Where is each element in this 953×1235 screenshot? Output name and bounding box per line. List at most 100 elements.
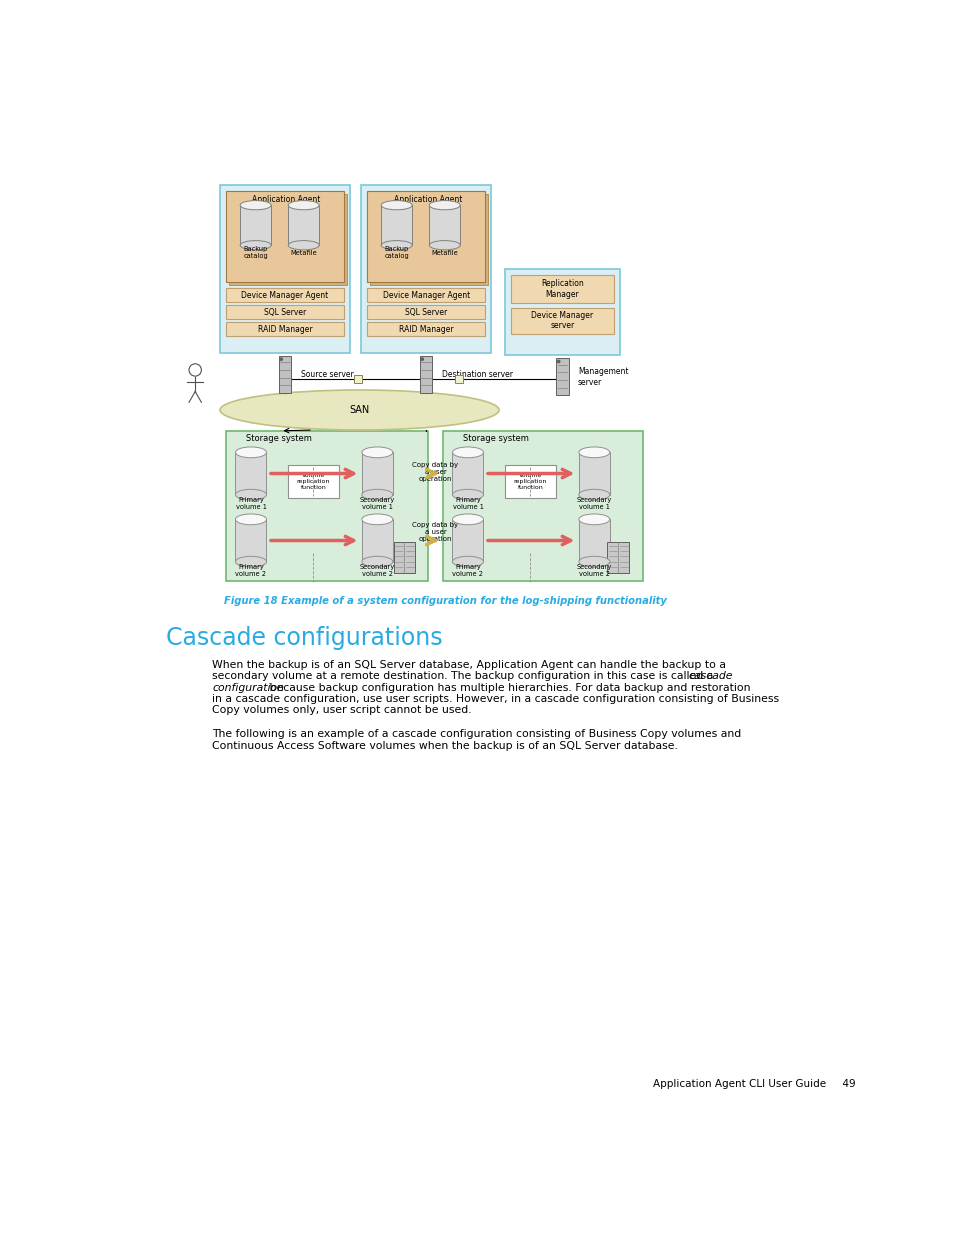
Text: Cascade configurations: Cascade configurations [166, 626, 442, 650]
Circle shape [420, 358, 423, 361]
FancyBboxPatch shape [367, 322, 484, 336]
FancyBboxPatch shape [288, 205, 319, 246]
Text: Source server: Source server [300, 370, 353, 379]
FancyBboxPatch shape [360, 185, 491, 353]
Text: When the backup is of an SQL Server database, Application Agent can handle the b: When the backup is of an SQL Server data… [212, 661, 725, 671]
Text: Continuous Access Software volumes when the backup is of an SQL Server database.: Continuous Access Software volumes when … [212, 741, 678, 751]
Ellipse shape [240, 200, 271, 210]
Text: Secondary
volume 2: Secondary volume 2 [359, 564, 395, 578]
Ellipse shape [429, 241, 459, 249]
Text: Primary
volume 1: Primary volume 1 [452, 498, 483, 510]
Text: Backup
catalog: Backup catalog [243, 247, 268, 259]
Ellipse shape [361, 556, 393, 567]
Text: Primary
volume 1: Primary volume 1 [235, 498, 266, 510]
Ellipse shape [288, 241, 319, 249]
Ellipse shape [235, 556, 266, 567]
FancyBboxPatch shape [578, 452, 609, 495]
Text: Volume
replication
function: Volume replication function [296, 473, 330, 490]
Text: Destination server: Destination server [441, 370, 512, 379]
FancyBboxPatch shape [394, 542, 415, 573]
Ellipse shape [361, 514, 393, 525]
Text: Storage system: Storage system [462, 433, 528, 443]
FancyBboxPatch shape [288, 466, 338, 498]
FancyBboxPatch shape [229, 194, 347, 285]
Text: RAID Manager: RAID Manager [257, 325, 312, 333]
Ellipse shape [578, 514, 609, 525]
FancyBboxPatch shape [556, 358, 568, 395]
FancyBboxPatch shape [367, 191, 484, 282]
FancyBboxPatch shape [511, 308, 613, 333]
Text: Copy volumes only, user script cannot be used.: Copy volumes only, user script cannot be… [212, 705, 472, 715]
Text: SAN: SAN [349, 405, 369, 415]
Ellipse shape [235, 514, 266, 525]
FancyBboxPatch shape [607, 542, 629, 573]
Text: RAID Manager: RAID Manager [398, 325, 453, 333]
Text: Figure 18 Example of a system configuration for the log-shipping functionality: Figure 18 Example of a system configurat… [224, 597, 666, 606]
FancyBboxPatch shape [235, 452, 266, 495]
Ellipse shape [429, 200, 459, 210]
FancyBboxPatch shape [370, 194, 488, 285]
Ellipse shape [452, 447, 483, 458]
FancyBboxPatch shape [505, 466, 555, 498]
Text: Secondary
volume 1: Secondary volume 1 [577, 498, 611, 510]
FancyBboxPatch shape [578, 520, 609, 562]
FancyBboxPatch shape [226, 288, 344, 303]
FancyBboxPatch shape [452, 452, 483, 495]
Text: Replication
Manager: Replication Manager [540, 279, 583, 299]
Ellipse shape [220, 390, 498, 430]
Text: because backup configuration has multiple hierarchies. For data backup and resto: because backup configuration has multipl… [266, 683, 750, 693]
Text: Copy data by
a user
operation: Copy data by a user operation [412, 462, 458, 482]
Text: cascade: cascade [688, 672, 733, 682]
Text: Management
server: Management server [578, 367, 628, 387]
FancyBboxPatch shape [452, 520, 483, 562]
Text: Metafile: Metafile [431, 249, 457, 256]
Ellipse shape [235, 447, 266, 458]
Ellipse shape [361, 489, 393, 500]
Ellipse shape [381, 200, 412, 210]
Text: Device Manager
server: Device Manager server [531, 311, 593, 331]
Text: in a cascade configuration, use user scripts. However, in a cascade configuratio: in a cascade configuration, use user scr… [212, 694, 779, 704]
Text: Primary
volume 2: Primary volume 2 [235, 564, 266, 578]
Ellipse shape [452, 514, 483, 525]
Ellipse shape [381, 241, 412, 249]
FancyBboxPatch shape [240, 205, 271, 246]
Text: Secondary
volume 1: Secondary volume 1 [359, 498, 395, 510]
FancyBboxPatch shape [361, 520, 393, 562]
FancyBboxPatch shape [455, 375, 462, 383]
Text: secondary volume at a remote destination. The backup configuration in this case : secondary volume at a remote destination… [212, 672, 717, 682]
Text: Device Manager Agent: Device Manager Agent [241, 290, 329, 300]
Text: Application Agent CLI User Guide     49: Application Agent CLI User Guide 49 [653, 1078, 855, 1089]
Text: The following is an example of a cascade configuration consisting of Business Co: The following is an example of a cascade… [212, 730, 740, 740]
FancyBboxPatch shape [220, 185, 350, 353]
FancyBboxPatch shape [226, 431, 427, 580]
Text: SQL Server: SQL Server [405, 308, 447, 316]
Ellipse shape [578, 447, 609, 458]
Text: Device Manager Agent: Device Manager Agent [382, 290, 469, 300]
FancyBboxPatch shape [278, 356, 291, 393]
FancyBboxPatch shape [226, 191, 344, 282]
FancyBboxPatch shape [429, 205, 459, 246]
Ellipse shape [452, 489, 483, 500]
Text: Application Agent: Application Agent [253, 195, 320, 204]
Text: Storage system: Storage system [246, 433, 312, 443]
Ellipse shape [578, 489, 609, 500]
Ellipse shape [578, 556, 609, 567]
Text: Backup
catalog: Backup catalog [384, 247, 409, 259]
FancyBboxPatch shape [226, 305, 344, 319]
Ellipse shape [235, 489, 266, 500]
FancyBboxPatch shape [361, 452, 393, 495]
Text: Copy data by
a user
operation: Copy data by a user operation [412, 521, 458, 542]
Text: configuration: configuration [212, 683, 284, 693]
FancyBboxPatch shape [381, 205, 412, 246]
FancyBboxPatch shape [367, 305, 484, 319]
Text: Metafile: Metafile [290, 249, 316, 256]
FancyBboxPatch shape [511, 275, 613, 303]
FancyBboxPatch shape [505, 269, 619, 356]
Text: Primary
volume 2: Primary volume 2 [452, 564, 483, 578]
Text: SQL Server: SQL Server [264, 308, 306, 316]
Ellipse shape [288, 200, 319, 210]
FancyBboxPatch shape [419, 356, 432, 393]
FancyBboxPatch shape [367, 288, 484, 303]
FancyBboxPatch shape [354, 375, 361, 383]
FancyBboxPatch shape [235, 520, 266, 562]
